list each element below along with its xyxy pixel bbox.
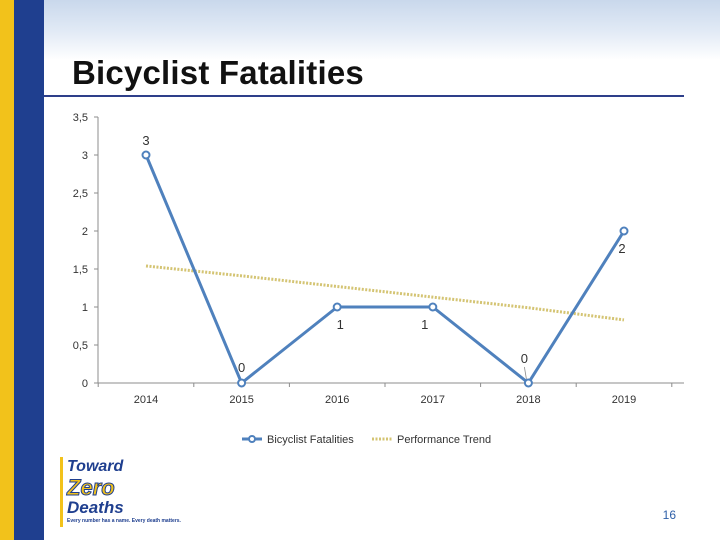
data-point-marker bbox=[428, 302, 438, 312]
data-label: 0 bbox=[238, 360, 245, 375]
logo-line-2: Zero bbox=[67, 475, 116, 501]
data-point-marker bbox=[141, 150, 151, 160]
data-label-leader bbox=[524, 366, 527, 380]
data-label: 0 bbox=[521, 351, 528, 366]
x-tick-label: 2017 bbox=[421, 394, 445, 406]
legend-swatch-fatalities-marker bbox=[248, 435, 256, 443]
legend-label-fatalities: Bicyclist Fatalities bbox=[267, 434, 354, 446]
header-map-wash bbox=[44, 0, 720, 60]
slide-title: Bicyclist Fatalities bbox=[72, 54, 364, 91]
x-tick-label: 2015 bbox=[229, 394, 253, 406]
data-label: 1 bbox=[421, 317, 428, 332]
legend-label-trend: Performance Trend bbox=[397, 434, 491, 446]
data-label: 2 bbox=[618, 241, 625, 256]
bicyclist-fatalities-chart: 0 0,5 1 1,5 2 2,5 3 3,5 2014 2015 2016 2017 2018 2019… bbox=[73, 112, 684, 446]
left-accent-bar-yellow bbox=[0, 0, 14, 540]
data-label: 1 bbox=[337, 317, 344, 332]
y-tick-label: 2,5 bbox=[73, 188, 88, 200]
chart-panel: 0 0,5 1 1,5 2 2,5 3 3,5 2014 2015 2016 2017 2018 2019… bbox=[56, 100, 684, 454]
left-accent-bar-blue bbox=[14, 0, 44, 540]
y-tick-label: 3,5 bbox=[73, 112, 88, 124]
x-tick-label: 2016 bbox=[325, 394, 349, 406]
y-tick-label: 0 bbox=[82, 378, 88, 390]
title-underline bbox=[44, 95, 684, 97]
x-tick-label: 2019 bbox=[612, 394, 636, 406]
y-tick-label: 1,5 bbox=[73, 264, 88, 276]
logo-line-1: Toward bbox=[67, 458, 124, 475]
toward-zero-deaths-logo: Toward Zero Deaths Every number has a na… bbox=[60, 457, 181, 527]
bicyclist-fatalities-line bbox=[144, 154, 626, 385]
logo-line-3: Deaths bbox=[67, 498, 124, 517]
x-tick-label: 2014 bbox=[134, 394, 158, 406]
logo-tagline: Every number has a name. Every death mat… bbox=[67, 518, 181, 524]
y-tick-label: 2 bbox=[82, 226, 88, 238]
data-point-marker bbox=[332, 302, 342, 312]
data-point-marker bbox=[237, 378, 247, 388]
performance-trend-line bbox=[145, 264, 625, 322]
page-number: 16 bbox=[662, 508, 676, 522]
y-tick-label: 3 bbox=[82, 150, 88, 162]
y-tick-label: 0,5 bbox=[73, 340, 88, 352]
data-point-marker bbox=[523, 378, 533, 388]
data-point-marker bbox=[619, 226, 629, 236]
data-label: 3 bbox=[142, 133, 149, 148]
y-tick-label: 1 bbox=[82, 302, 88, 314]
x-tick-label: 2018 bbox=[516, 394, 540, 406]
